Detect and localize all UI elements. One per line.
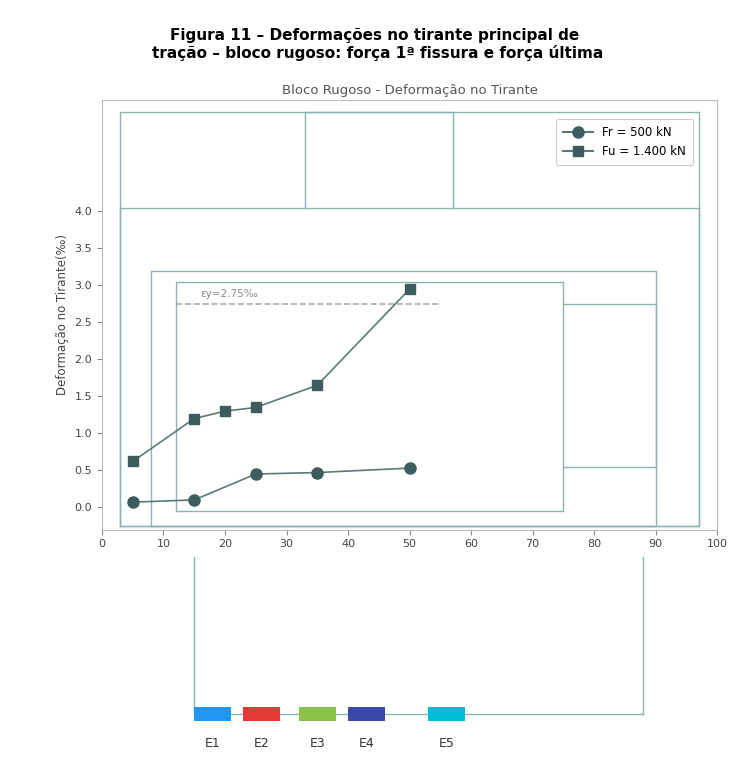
Title: Bloco Rugoso - Deformação no Tirante: Bloco Rugoso - Deformação no Tirante <box>282 83 538 97</box>
Text: E5: E5 <box>439 737 455 751</box>
Bar <box>428 707 465 720</box>
Text: E3: E3 <box>310 737 325 751</box>
Text: Figura 11 – Deformações no tirante principal de 
tração – bloco rugoso: força 1ª: Figura 11 – Deformações no tirante princ… <box>152 28 603 61</box>
Bar <box>194 707 231 720</box>
Legend: Fr = 500 kN, Fu = 1.400 kN: Fr = 500 kN, Fu = 1.400 kN <box>556 119 693 165</box>
Text: E2: E2 <box>254 737 270 751</box>
Text: E4: E4 <box>359 737 374 751</box>
Text: E1: E1 <box>205 737 220 751</box>
Y-axis label: Deformação no Tirante(‰): Deformação no Tirante(‰) <box>56 234 69 396</box>
Text: εy=2.75‰: εy=2.75‰ <box>200 288 258 298</box>
Bar <box>243 707 280 720</box>
Bar <box>299 707 336 720</box>
Bar <box>348 707 385 720</box>
